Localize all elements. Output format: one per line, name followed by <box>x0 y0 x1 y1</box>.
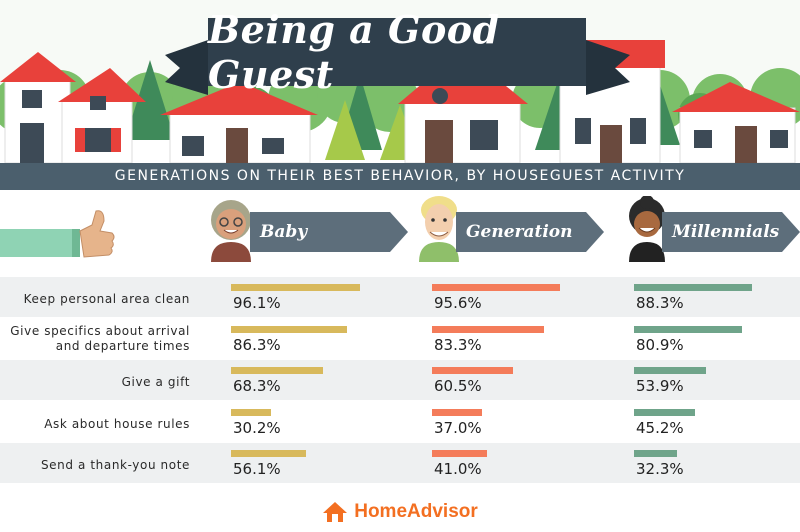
value-label-generation-x: 83.3% <box>434 336 482 354</box>
footer-brand: HomeAdvisor <box>354 501 478 522</box>
bar-baby-boomers <box>231 409 272 416</box>
thumbs-up-icon <box>0 210 115 258</box>
bar-generation-x <box>432 284 561 291</box>
value-label-millennials: 53.9% <box>636 377 684 395</box>
category-label: Give specifics about arrival and departu… <box>10 324 190 353</box>
bar-generation-x <box>432 450 487 457</box>
value-label-baby-boomers: 96.1% <box>233 294 281 312</box>
bar-baby-boomers <box>231 450 307 457</box>
bar-generation-x <box>432 326 544 333</box>
value-label-baby-boomers: 68.3% <box>233 377 281 395</box>
row-background <box>0 443 800 483</box>
value-label-generation-x: 41.0% <box>434 460 482 478</box>
value-label-millennials: 88.3% <box>636 294 684 312</box>
legend-millennials: Millennials <box>662 212 800 252</box>
house-logo-icon <box>323 502 348 522</box>
category-label: Ask about house rules <box>44 416 190 431</box>
value-label-baby-boomers: 86.3% <box>233 336 281 354</box>
footer: HomeAdvisor <box>0 492 800 532</box>
value-label-generation-x: 95.6% <box>434 294 482 312</box>
chart-subtitle: GENERATIONS ON THEIR BEST BEHAVIOR, BY H… <box>0 163 800 190</box>
bar-baby-boomers <box>231 284 360 291</box>
bar-millennials <box>634 326 743 333</box>
legend-generation-x: Generation X <box>456 212 604 282</box>
value-label-millennials: 45.2% <box>636 419 684 437</box>
chart-title: Being a Good Guest <box>208 7 500 97</box>
bar-baby-boomers <box>231 367 323 374</box>
category-label: Send a thank-you note <box>40 457 190 472</box>
bar-millennials <box>634 409 695 416</box>
bar-millennials <box>634 284 753 291</box>
generation-x-avatar <box>419 196 459 262</box>
category-label: Keep personal area clean <box>23 291 190 306</box>
bar-millennials <box>634 367 707 374</box>
house-scene-illustration <box>0 0 800 190</box>
value-label-baby-boomers: 56.1% <box>233 460 281 478</box>
value-label-baby-boomers: 30.2% <box>233 419 281 437</box>
baby-boomers-avatar <box>211 200 251 262</box>
row-background <box>0 319 800 359</box>
row-background <box>0 360 800 400</box>
category-label: Give a gift <box>121 374 190 389</box>
bar-millennials <box>634 450 678 457</box>
legend-baby-boomers: Baby Boomers <box>250 212 408 282</box>
millennials-avatar <box>629 196 665 262</box>
bar-generation-x <box>432 367 514 374</box>
row-background <box>0 277 800 317</box>
bar-generation-x <box>432 409 482 416</box>
value-label-generation-x: 60.5% <box>434 377 482 395</box>
value-label-millennials: 32.3% <box>636 460 684 478</box>
value-label-millennials: 80.9% <box>636 336 684 354</box>
bar-baby-boomers <box>231 326 347 333</box>
row-background <box>0 402 800 442</box>
value-label-generation-x: 37.0% <box>434 419 482 437</box>
